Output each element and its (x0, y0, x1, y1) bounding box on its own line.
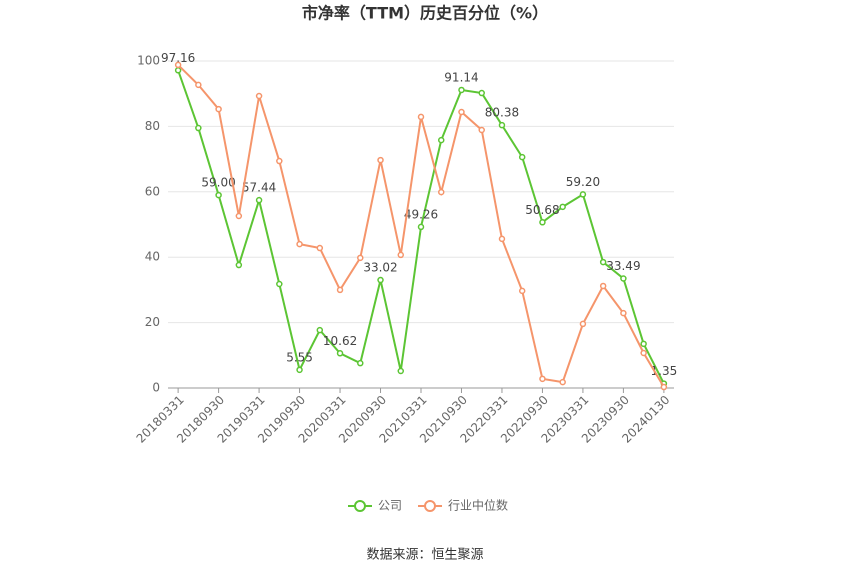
point (215, 105, 222, 113)
data-label: 33.49 (606, 259, 640, 273)
data-label: 33.02 (363, 261, 397, 275)
point (215, 191, 222, 199)
data-label: 97.16 (161, 51, 195, 65)
data-label: 50.68 (525, 203, 559, 217)
point (620, 275, 627, 282)
point (437, 188, 445, 196)
point (174, 61, 182, 69)
y-tick-label: 20 (145, 315, 160, 329)
point (437, 136, 445, 144)
point (640, 349, 647, 357)
point (255, 196, 263, 204)
point (498, 235, 506, 243)
legend-label: 行业中位数 (448, 498, 508, 513)
point (377, 276, 384, 284)
point (599, 258, 607, 266)
point (336, 350, 344, 357)
point (195, 81, 202, 89)
y-tick-label: 100 (137, 54, 160, 68)
legend-marker (354, 500, 366, 512)
point (458, 108, 465, 116)
point (498, 121, 506, 129)
point (397, 251, 405, 259)
data-label: 59.00 (201, 176, 235, 190)
point (336, 286, 344, 294)
point (357, 359, 364, 367)
point (255, 92, 263, 100)
point (660, 383, 668, 391)
y-tick-label: 0 (152, 381, 160, 395)
y-tick-label: 40 (145, 250, 160, 264)
point (559, 378, 566, 386)
data-label: 49.26 (404, 207, 438, 221)
point (599, 282, 607, 290)
point (640, 340, 647, 348)
point (539, 219, 546, 226)
point (276, 157, 283, 165)
point (579, 320, 587, 328)
legend-marker (424, 500, 437, 512)
point (195, 124, 202, 132)
data-label: 5.55 (286, 350, 313, 364)
y-tick-label: 60 (145, 184, 160, 198)
point (518, 287, 526, 295)
data-label: 59.20 (566, 175, 600, 189)
point (579, 191, 587, 198)
data-label: 91.14 (444, 70, 478, 84)
point (620, 309, 627, 317)
point (235, 212, 243, 220)
data-label: 80.38 (485, 106, 519, 120)
source: 数据来源：恒生聚源 (366, 548, 483, 563)
point (518, 153, 526, 161)
point (357, 254, 364, 262)
legend-label: 公司 (378, 499, 402, 513)
point (417, 223, 425, 231)
point (478, 89, 485, 97)
point (296, 366, 303, 374)
point (276, 280, 283, 288)
point (235, 261, 243, 269)
chart-title: 市净率（TTM）历史百分位（%） (302, 4, 548, 23)
point (417, 113, 425, 121)
point (316, 326, 324, 334)
data-label: 57.44 (242, 181, 276, 195)
point (559, 203, 566, 211)
point (296, 240, 303, 248)
point (397, 367, 405, 375)
point (174, 67, 182, 74)
point (377, 156, 384, 164)
y-tick-label: 80 (145, 119, 160, 133)
data-label: 10.62 (323, 334, 357, 348)
point (316, 244, 324, 252)
point (458, 86, 465, 94)
point (539, 375, 546, 383)
point (478, 126, 485, 134)
